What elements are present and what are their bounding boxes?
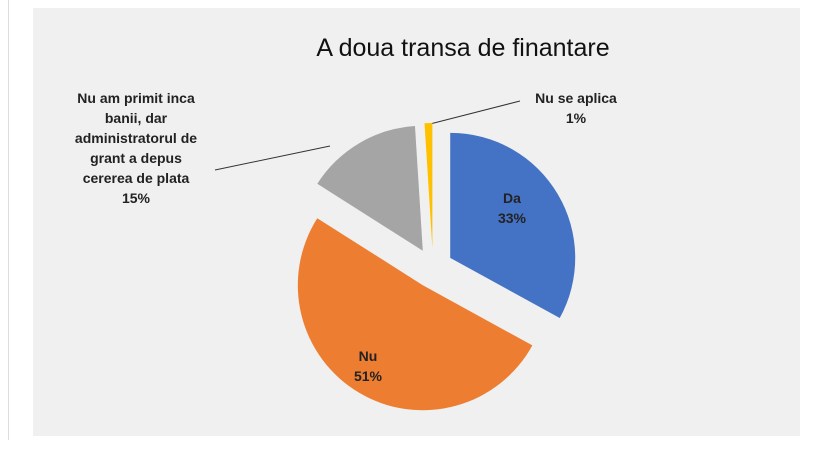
slice-label: Nu se aplica (535, 90, 617, 106)
pie-slice (317, 126, 423, 251)
border (8, 0, 9, 440)
slice-label: Nu (358, 348, 378, 364)
leader-line (214, 145, 331, 171)
chart-title: A doua transa de finantare (316, 34, 610, 62)
slice-value-label: 51% (353, 368, 383, 384)
slice-label: Da (503, 190, 521, 206)
leader-line (429, 100, 521, 125)
pie-slice (297, 218, 533, 411)
slice-value-label: 15% (121, 190, 151, 206)
slice-value-label: 1% (565, 110, 587, 126)
slice-label: Nu am primit inca banii, dar administrat… (74, 90, 198, 186)
pie-slice (424, 123, 433, 249)
pie-slice (450, 132, 576, 319)
slice-value-label: 33% (497, 210, 527, 226)
